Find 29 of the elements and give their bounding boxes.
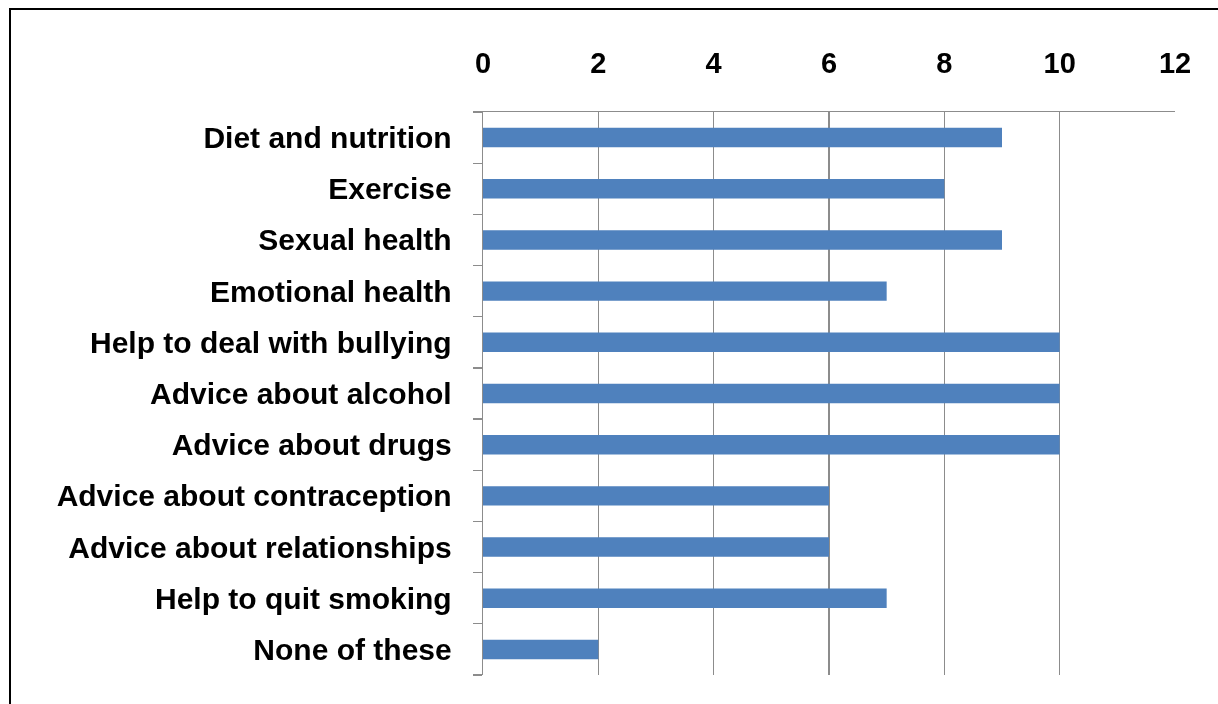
x-tick-label: 2 xyxy=(590,47,607,80)
bar xyxy=(483,332,1060,353)
bar xyxy=(483,383,1060,404)
bar xyxy=(483,639,599,660)
x-tick-label: 8 xyxy=(936,47,953,80)
y-tick-label: Exercise xyxy=(328,172,452,206)
x-tick-label: 12 xyxy=(1158,47,1192,80)
bar xyxy=(483,588,887,608)
bar xyxy=(483,434,1060,455)
bar xyxy=(483,179,945,199)
bar xyxy=(483,537,829,557)
bar xyxy=(483,281,887,301)
bar xyxy=(483,127,1002,148)
y-tick-label: Emotional health xyxy=(210,274,452,308)
y-tick-label: Advice about relationships xyxy=(68,530,452,564)
y-tick-label: Advice about drugs xyxy=(171,428,452,462)
y-tick-label: Diet and nutrition xyxy=(203,121,452,155)
x-tick-label: 4 xyxy=(705,47,722,80)
y-tick-label: Help to quit smoking xyxy=(155,581,452,615)
bar xyxy=(483,230,1002,250)
y-tick-label: Advice about alcohol xyxy=(149,377,452,410)
y-tick-label: Help to deal with bullying xyxy=(90,325,452,359)
x-tick-label: 10 xyxy=(1043,47,1076,80)
y-tick-label: None of these xyxy=(253,632,452,666)
bar xyxy=(483,486,829,506)
x-tick-label: 0 xyxy=(474,47,492,80)
y-tick-label: Advice about contraception xyxy=(56,479,452,513)
x-tick-label: 6 xyxy=(820,47,838,80)
y-tick-label: Sexual health xyxy=(258,223,452,257)
